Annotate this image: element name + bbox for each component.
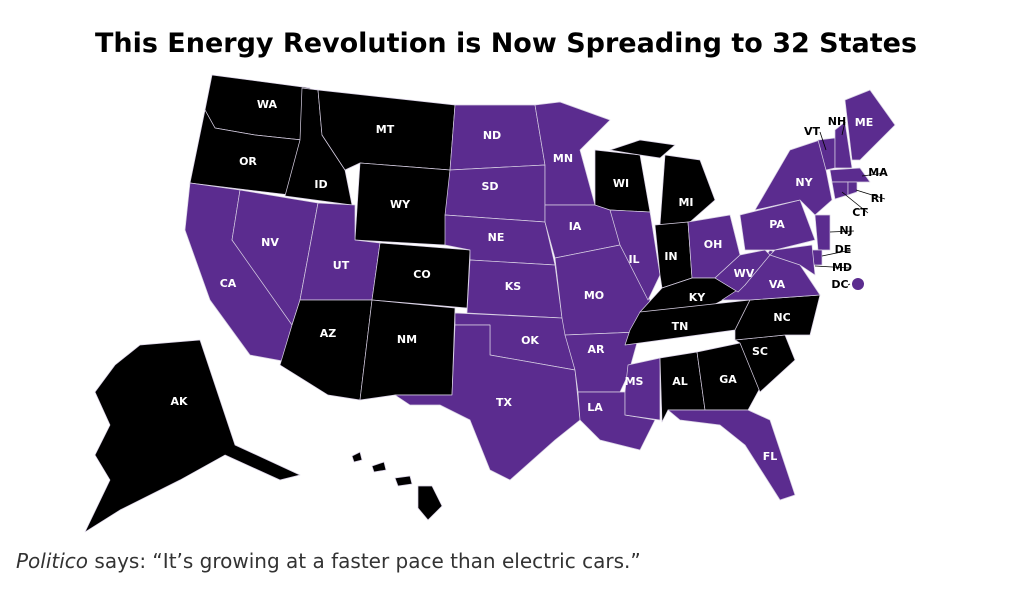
state: [624, 357, 661, 421]
leader-line: [829, 230, 855, 233]
state-label: LA: [587, 401, 603, 414]
caption-source: Politico: [16, 549, 89, 573]
state: [844, 89, 896, 161]
state-label: SD: [481, 180, 498, 193]
state-label: MI: [678, 196, 693, 209]
state-label: SC: [752, 345, 768, 358]
leader-line: [861, 172, 887, 177]
state-label: OR: [239, 155, 257, 168]
state-label: DE: [835, 243, 852, 256]
state: [534, 101, 611, 206]
state-label: GA: [719, 373, 737, 386]
state-label: VT: [804, 125, 821, 138]
state: [769, 244, 816, 276]
state: [834, 121, 853, 169]
state-label: ID: [314, 178, 327, 191]
state-label: NH: [828, 115, 846, 128]
state-label: TN: [672, 320, 689, 333]
state-label: NC: [773, 311, 790, 324]
state-label: OH: [704, 238, 723, 251]
leader-line: [847, 283, 851, 286]
state-label: NY: [795, 176, 813, 189]
state-marker: [852, 278, 864, 290]
state-label: AR: [588, 343, 606, 356]
state-label: ME: [855, 116, 873, 129]
state-label: IL: [628, 253, 639, 266]
state: [609, 209, 661, 301]
state: [84, 339, 301, 533]
state-label: OK: [521, 334, 539, 347]
leader-line: [841, 191, 869, 214]
state-label: RI: [871, 192, 884, 205]
state-label: NE: [488, 231, 505, 244]
state: [667, 409, 796, 501]
state-label: DC: [831, 278, 848, 291]
state: [814, 214, 831, 251]
state-label: IN: [664, 250, 677, 263]
state-label: WY: [390, 198, 411, 211]
state-label: NV: [261, 236, 279, 249]
state: [829, 167, 871, 183]
state: [754, 139, 833, 216]
state-label: MD: [832, 261, 852, 274]
state: [831, 181, 849, 200]
state-label: MA: [868, 166, 888, 179]
state-label: MT: [376, 123, 395, 136]
state-label: KS: [505, 280, 522, 293]
state: [351, 451, 443, 521]
state: [847, 181, 858, 196]
map-title: This Energy Revolution is Now Spreading …: [95, 28, 917, 59]
state-label: UT: [333, 259, 350, 272]
state-label: NJ: [839, 224, 852, 237]
map: This Energy Revolution is Now Spreading …: [84, 28, 917, 533]
state-label: MO: [584, 289, 604, 302]
state-label: FL: [763, 450, 778, 463]
state-label: MS: [625, 375, 644, 388]
state: [394, 324, 581, 481]
leader-line: [841, 121, 846, 136]
state-label: IA: [569, 220, 582, 233]
state: [696, 342, 761, 411]
state-label: AK: [170, 395, 188, 408]
state-label: TX: [496, 396, 513, 409]
state-label: AZ: [320, 327, 337, 340]
state-label: PA: [769, 218, 785, 231]
state: [609, 139, 716, 226]
leader-line: [821, 249, 852, 257]
state-label: WA: [257, 98, 278, 111]
state-label: ND: [483, 129, 501, 142]
state-label: NM: [397, 333, 417, 346]
state-label: HI: [391, 490, 404, 503]
state: [359, 299, 456, 401]
state-label: AL: [672, 375, 688, 388]
leader-line: [814, 265, 851, 269]
state-label: WV: [734, 267, 755, 280]
state-label: KY: [689, 291, 707, 304]
state-label: MN: [553, 152, 573, 165]
state-label: CO: [413, 268, 430, 281]
state-label: CT: [852, 206, 868, 219]
caption-text: says: “It’s growing at a faster pace tha…: [94, 549, 641, 573]
leader-line: [855, 189, 886, 200]
state-label: VA: [769, 278, 786, 291]
state-label: CA: [220, 277, 237, 290]
leader-line: [819, 131, 827, 151]
state: [444, 164, 546, 223]
states: [84, 74, 896, 533]
caption: Politico says: “It’s growing at a faster…: [16, 549, 641, 573]
state-label: WI: [613, 177, 629, 190]
